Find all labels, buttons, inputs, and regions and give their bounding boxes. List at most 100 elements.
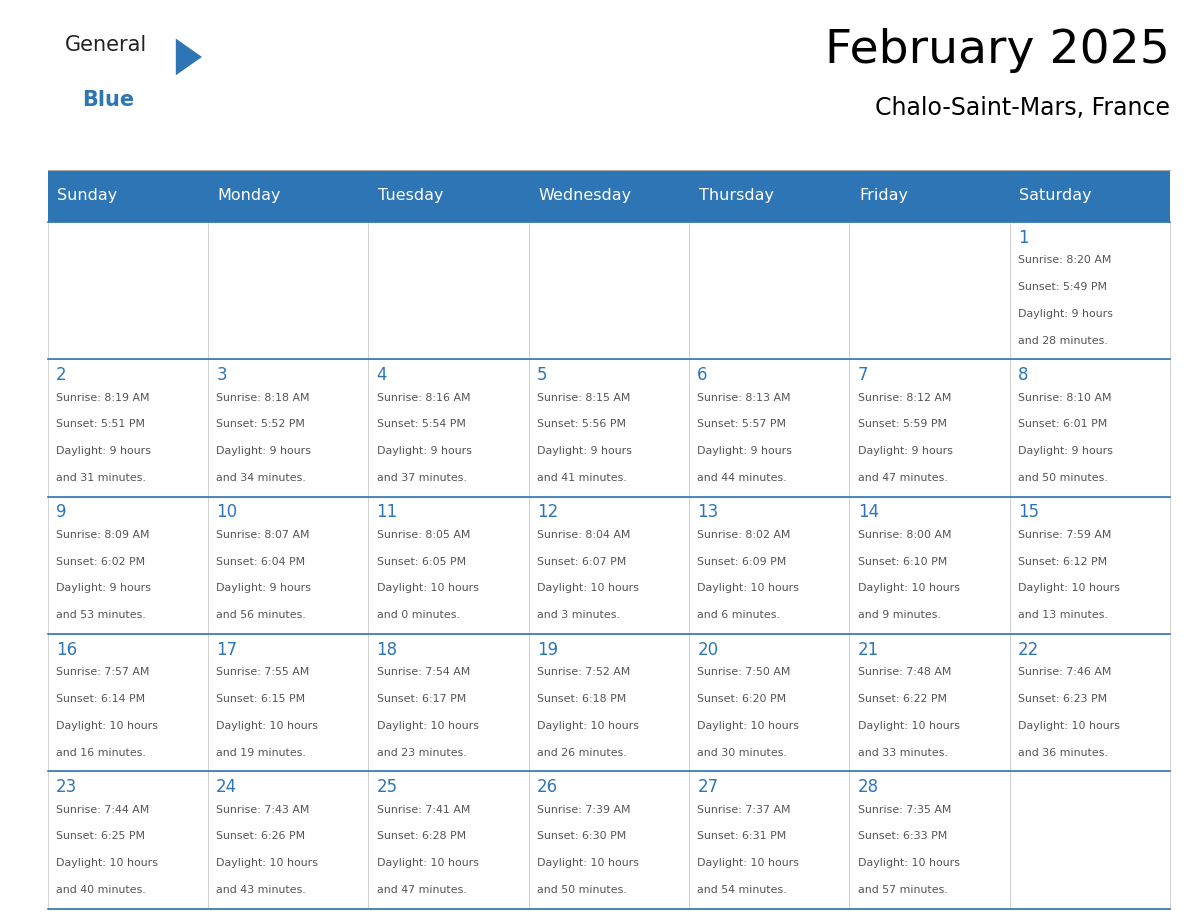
- Bar: [208, 222, 368, 360]
- Text: Daylight: 9 hours: Daylight: 9 hours: [1018, 446, 1113, 456]
- Text: Sunset: 5:51 PM: Sunset: 5:51 PM: [56, 420, 145, 430]
- Text: Sunrise: 7:39 AM: Sunrise: 7:39 AM: [537, 804, 631, 814]
- Text: and 19 minutes.: and 19 minutes.: [216, 747, 307, 757]
- Text: Sunrise: 7:44 AM: Sunrise: 7:44 AM: [56, 804, 148, 814]
- Text: Sunset: 6:04 PM: Sunset: 6:04 PM: [216, 556, 305, 566]
- Text: Daylight: 10 hours: Daylight: 10 hours: [858, 721, 960, 731]
- Bar: [529, 222, 689, 360]
- Bar: [48, 170, 1170, 222]
- Text: Daylight: 10 hours: Daylight: 10 hours: [56, 858, 158, 868]
- Text: Daylight: 10 hours: Daylight: 10 hours: [858, 584, 960, 593]
- Text: and 41 minutes.: and 41 minutes.: [537, 473, 627, 483]
- Bar: [48, 360, 208, 497]
- Text: Sunset: 6:23 PM: Sunset: 6:23 PM: [1018, 694, 1107, 704]
- Bar: [689, 360, 849, 497]
- Text: 28: 28: [858, 778, 879, 796]
- Text: 7: 7: [858, 366, 868, 384]
- Text: Sunset: 6:01 PM: Sunset: 6:01 PM: [1018, 420, 1107, 430]
- Text: and 3 minutes.: and 3 minutes.: [537, 610, 620, 621]
- Text: and 36 minutes.: and 36 minutes.: [1018, 747, 1108, 757]
- Text: and 50 minutes.: and 50 minutes.: [1018, 473, 1108, 483]
- Text: Sunset: 6:20 PM: Sunset: 6:20 PM: [697, 694, 786, 704]
- Text: Wednesday: Wednesday: [538, 188, 631, 204]
- Text: Sunrise: 8:02 AM: Sunrise: 8:02 AM: [697, 530, 791, 540]
- Text: and 23 minutes.: and 23 minutes.: [377, 747, 467, 757]
- Bar: [529, 497, 689, 634]
- Bar: [689, 634, 849, 771]
- Text: 8: 8: [1018, 366, 1029, 384]
- Text: and 6 minutes.: and 6 minutes.: [697, 610, 781, 621]
- Text: and 34 minutes.: and 34 minutes.: [216, 473, 307, 483]
- Text: 14: 14: [858, 503, 879, 521]
- Text: Sunrise: 7:55 AM: Sunrise: 7:55 AM: [216, 667, 309, 677]
- Text: 20: 20: [697, 641, 719, 658]
- Bar: [849, 360, 1010, 497]
- Text: Sunrise: 8:10 AM: Sunrise: 8:10 AM: [1018, 393, 1112, 402]
- Text: 26: 26: [537, 778, 558, 796]
- Bar: [368, 634, 529, 771]
- Text: Daylight: 10 hours: Daylight: 10 hours: [377, 721, 479, 731]
- Text: Chalo-Saint-Mars, France: Chalo-Saint-Mars, France: [876, 96, 1170, 120]
- Text: Sunrise: 8:00 AM: Sunrise: 8:00 AM: [858, 530, 952, 540]
- Text: 2: 2: [56, 366, 67, 384]
- Text: Sunset: 6:05 PM: Sunset: 6:05 PM: [377, 556, 466, 566]
- Text: Daylight: 10 hours: Daylight: 10 hours: [697, 721, 800, 731]
- Text: and 31 minutes.: and 31 minutes.: [56, 473, 146, 483]
- Text: Sunset: 6:09 PM: Sunset: 6:09 PM: [697, 556, 786, 566]
- Text: Sunrise: 8:04 AM: Sunrise: 8:04 AM: [537, 530, 631, 540]
- Text: and 54 minutes.: and 54 minutes.: [697, 885, 786, 895]
- Text: and 9 minutes.: and 9 minutes.: [858, 610, 941, 621]
- Text: 27: 27: [697, 778, 719, 796]
- Bar: [849, 634, 1010, 771]
- Text: Sunset: 6:33 PM: Sunset: 6:33 PM: [858, 832, 947, 841]
- Text: Monday: Monday: [217, 188, 280, 204]
- Text: and 16 minutes.: and 16 minutes.: [56, 747, 146, 757]
- Text: February 2025: February 2025: [826, 28, 1170, 73]
- Text: Daylight: 10 hours: Daylight: 10 hours: [697, 858, 800, 868]
- Text: Daylight: 9 hours: Daylight: 9 hours: [537, 446, 632, 456]
- Text: 4: 4: [377, 366, 387, 384]
- Text: Daylight: 9 hours: Daylight: 9 hours: [216, 584, 311, 593]
- Bar: [1010, 222, 1170, 360]
- Text: 18: 18: [377, 641, 398, 658]
- Text: 24: 24: [216, 778, 238, 796]
- Text: Sunset: 6:02 PM: Sunset: 6:02 PM: [56, 556, 145, 566]
- Text: 23: 23: [56, 778, 77, 796]
- Bar: [48, 222, 208, 360]
- Bar: [208, 360, 368, 497]
- Text: Daylight: 10 hours: Daylight: 10 hours: [1018, 721, 1120, 731]
- Bar: [208, 771, 368, 909]
- Text: Daylight: 9 hours: Daylight: 9 hours: [56, 584, 151, 593]
- Text: Daylight: 10 hours: Daylight: 10 hours: [216, 721, 318, 731]
- Bar: [368, 222, 529, 360]
- Text: and 26 minutes.: and 26 minutes.: [537, 747, 627, 757]
- Bar: [529, 771, 689, 909]
- Text: Sunrise: 8:05 AM: Sunrise: 8:05 AM: [377, 530, 470, 540]
- Text: Sunset: 6:30 PM: Sunset: 6:30 PM: [537, 832, 626, 841]
- Text: Sunrise: 7:35 AM: Sunrise: 7:35 AM: [858, 804, 952, 814]
- Text: Thursday: Thursday: [699, 188, 773, 204]
- Text: Sunset: 6:17 PM: Sunset: 6:17 PM: [377, 694, 466, 704]
- Text: and 44 minutes.: and 44 minutes.: [697, 473, 786, 483]
- Text: Daylight: 10 hours: Daylight: 10 hours: [537, 721, 639, 731]
- Text: Sunrise: 7:54 AM: Sunrise: 7:54 AM: [377, 667, 469, 677]
- Bar: [368, 360, 529, 497]
- Text: and 37 minutes.: and 37 minutes.: [377, 473, 467, 483]
- Text: Daylight: 10 hours: Daylight: 10 hours: [377, 584, 479, 593]
- Bar: [1010, 497, 1170, 634]
- Text: Friday: Friday: [859, 188, 908, 204]
- Text: Sunrise: 7:57 AM: Sunrise: 7:57 AM: [56, 667, 150, 677]
- Text: Daylight: 10 hours: Daylight: 10 hours: [537, 584, 639, 593]
- Bar: [208, 634, 368, 771]
- Text: 9: 9: [56, 503, 67, 521]
- Bar: [689, 222, 849, 360]
- Text: Sunrise: 7:50 AM: Sunrise: 7:50 AM: [697, 667, 791, 677]
- Text: Sunset: 6:15 PM: Sunset: 6:15 PM: [216, 694, 305, 704]
- Text: Daylight: 10 hours: Daylight: 10 hours: [1018, 584, 1120, 593]
- Bar: [368, 497, 529, 634]
- Bar: [849, 771, 1010, 909]
- Text: Sunset: 6:12 PM: Sunset: 6:12 PM: [1018, 556, 1107, 566]
- Bar: [48, 634, 208, 771]
- Text: Sunrise: 7:37 AM: Sunrise: 7:37 AM: [697, 804, 791, 814]
- Text: 6: 6: [697, 366, 708, 384]
